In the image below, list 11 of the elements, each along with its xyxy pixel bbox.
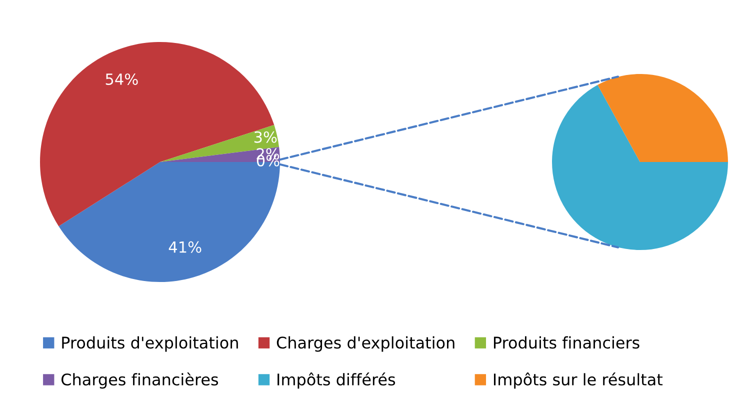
legend-label: Impôts différés	[278, 372, 396, 389]
legend-label: Charges financières	[62, 372, 218, 389]
pie-slice	[552, 84, 728, 250]
data-label: 3%	[254, 131, 277, 143]
data-label: 54%	[106, 73, 138, 85]
data-label: 41%	[168, 241, 202, 253]
legend-label: Charges d'exploitation	[276, 336, 454, 352]
legend-label: Produits d'exploitation	[62, 336, 238, 352]
legend-label: Impôts sur le résultat	[494, 372, 663, 389]
pie-slice	[598, 74, 728, 162]
legend-label: Produits financiers	[494, 336, 640, 349]
